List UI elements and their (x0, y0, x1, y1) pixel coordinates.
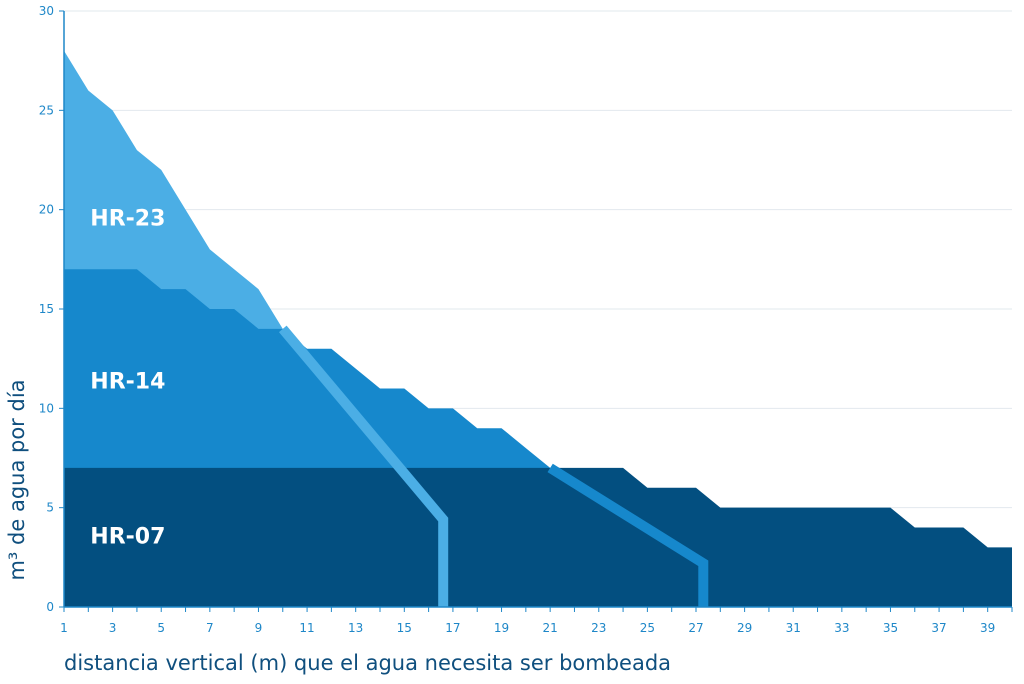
x-tick-label: 33 (834, 621, 849, 635)
y-tick-label: 10 (39, 401, 54, 415)
y-tick-label: 30 (39, 4, 54, 18)
x-tick-label: 39 (980, 621, 995, 635)
x-tick-label: 35 (883, 621, 898, 635)
x-tick-label: 9 (255, 621, 263, 635)
labels: HR-23 HR-14 HR-07 (90, 207, 165, 550)
y-axis-title: m³ de agua por día (5, 379, 29, 580)
x-tick-label: 5 (157, 621, 165, 635)
area-label-hr-23: HR-23 (90, 207, 165, 232)
area-label-hr-14: HR-14 (90, 369, 165, 394)
x-tick-label: 11 (299, 621, 314, 635)
x-tick-label: 29 (737, 621, 752, 635)
y-tick-label: 20 (39, 203, 54, 217)
x-tick-label: 31 (786, 621, 801, 635)
x-tick-label: 3 (109, 621, 117, 635)
area-hr-07 (64, 467, 1012, 607)
x-tick-label: 23 (591, 621, 606, 635)
y-tick-label: 25 (39, 103, 54, 117)
x-tick-label: 27 (688, 621, 703, 635)
x-tick-label: 17 (445, 621, 460, 635)
outline-hr-14 (547, 463, 709, 607)
x-tick-label: 15 (397, 621, 412, 635)
outline-hr-23 (278, 325, 449, 607)
area-label-hr-07: HR-07 (90, 524, 165, 549)
plot-areas (64, 50, 1012, 607)
x-tick-label: 21 (543, 621, 558, 635)
x-tick-label: 25 (640, 621, 655, 635)
x-axis-title: distancia vertical (m) que el agua neces… (64, 651, 671, 675)
y-tick-label: 15 (39, 302, 54, 316)
x-tick-label: 37 (931, 621, 946, 635)
x-tick-label: 13 (348, 621, 363, 635)
x-tick-label: 19 (494, 621, 509, 635)
x-tick-label: 7 (206, 621, 214, 635)
y-tick-label: 5 (46, 501, 54, 515)
x-tick-label: 1 (60, 621, 68, 635)
y-tick-label: 0 (46, 600, 54, 614)
